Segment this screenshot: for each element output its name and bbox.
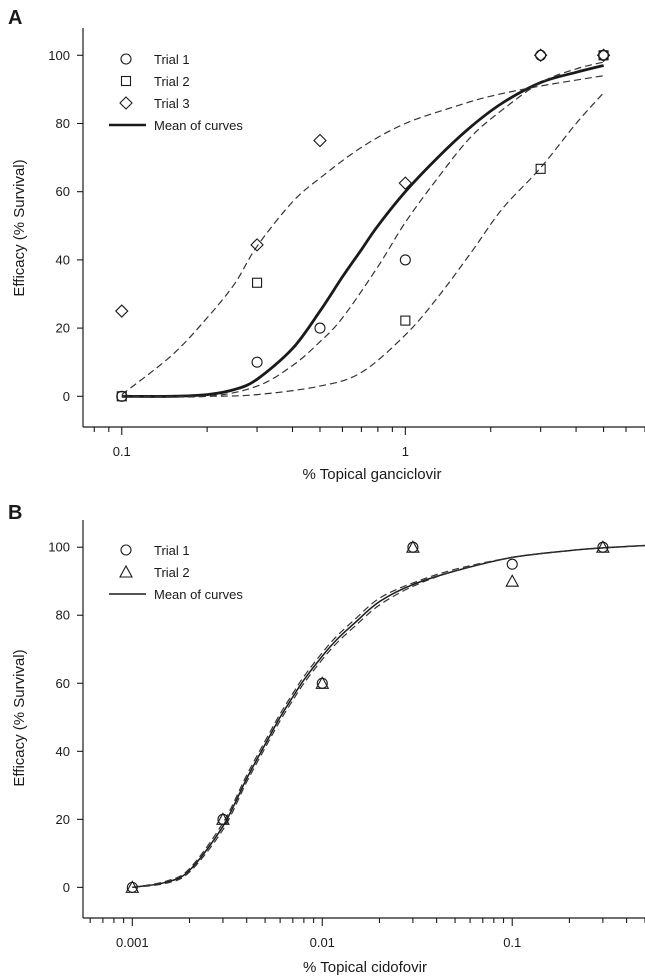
panel-b-trial-2-point xyxy=(595,540,610,553)
panel-a-y-tick-label: 20 xyxy=(56,321,70,336)
panel-a-y-tick-label: 0 xyxy=(63,389,70,404)
panel-a-x-ticks: 0.1 1 xyxy=(93,427,645,459)
panel-b-trial-2-point xyxy=(216,812,230,825)
panel-a-trial-3-point xyxy=(596,48,611,63)
panel-b-y-tick-label: 40 xyxy=(56,744,70,759)
panel-a-trial-1-point xyxy=(314,322,326,334)
panel-a-letter: A xyxy=(8,7,22,29)
panel-b-letter: B xyxy=(8,502,22,524)
legend-a-mean: Mean of curves xyxy=(109,118,243,133)
legend-b-trial-1-label: Trial 1 xyxy=(154,543,190,558)
panel-b-x-tick-label: 0.1 xyxy=(503,935,521,950)
panel-b-x-tick-label: 0.01 xyxy=(310,935,335,950)
panel-b-curves xyxy=(132,544,645,889)
legend-a-mean-label: Mean of curves xyxy=(154,118,243,133)
panel-a-axes xyxy=(82,28,645,428)
panel-a-trial-2-point xyxy=(400,315,411,326)
panel-b-markers xyxy=(125,540,610,893)
panel-a-trial-2-point xyxy=(535,163,546,174)
panel-b-y-ticks: 0 20 40 60 80 100 xyxy=(48,540,83,895)
panel-b-x-ticks: 0.001 0.01 0.1 xyxy=(89,918,645,950)
panel-b-x-axis-title: % Topical cidofovir xyxy=(303,959,427,976)
panel-a-y-tick-label: 80 xyxy=(56,116,70,131)
panel-a-trial-2-point xyxy=(252,277,263,288)
panel-b-trial-fit-curve xyxy=(132,544,645,888)
panel-a-trial-2-point xyxy=(598,50,609,61)
panel-b-y-tick-label: 20 xyxy=(56,812,70,827)
legend-a-trial-1-marker xyxy=(120,53,132,65)
legend-a-trial-3: Trial 3 xyxy=(119,96,190,111)
panel-a-x-tick-label: 0.1 xyxy=(113,444,131,459)
panel-b-legend: Trial 1 Trial 2 Mean of curves xyxy=(109,543,243,602)
legend-b-trial-2-marker xyxy=(119,564,133,578)
panel-b-axes xyxy=(82,520,645,919)
panel-b-y-tick-label: 0 xyxy=(63,880,70,895)
legend-a-trial-2-marker xyxy=(120,75,132,87)
panel-b-y-axis-title: Efficacy (% Survival) xyxy=(11,649,28,786)
panel-a-legend: Trial 1 Trial 2 Trial 3 Mean of curves xyxy=(109,52,243,133)
panel-a-x-tick-label: 1 xyxy=(402,444,409,459)
legend-a-trial-2-label: Trial 2 xyxy=(154,74,190,89)
panel-b-trial-2-point xyxy=(125,880,140,893)
panel-b-y-tick-label: 60 xyxy=(56,676,70,691)
legend-b-mean: Mean of curves xyxy=(109,587,243,602)
panel-a-trial-3-point xyxy=(533,48,548,63)
panel-a-y-axis-title: Efficacy (% Survival) xyxy=(11,159,28,296)
legend-b-trial-1: Trial 1 xyxy=(120,543,190,558)
panel-a-trial-1-point xyxy=(535,49,547,61)
panel-a-trial-3-point xyxy=(114,304,129,318)
panel-a-trial-1-point xyxy=(598,49,610,61)
panel-a-y-tick-label: 40 xyxy=(56,252,70,267)
panel-b-trial-1-point xyxy=(506,558,518,570)
panel-a-trial-2-point xyxy=(116,391,127,402)
panel-a-y-tick-label: 60 xyxy=(56,184,70,199)
panel-b-trial-2-point xyxy=(405,540,420,553)
panel-a-markers xyxy=(114,48,611,402)
legend-a-trial-3-label: Trial 3 xyxy=(154,96,190,111)
panel-b: B 0 20 40 60 80 100 0.001 0.01 0.1 % Topical ci… xyxy=(8,502,645,976)
panel-a-trial-fit-curve xyxy=(121,61,604,398)
panel-a-trial-3-point xyxy=(398,176,413,190)
legend-b-trial-2: Trial 2 xyxy=(119,564,190,580)
panel-b-trial-2-point xyxy=(505,574,520,587)
legend-a-trial-1: Trial 1 xyxy=(120,52,190,67)
panel-a-trial-fit-curve xyxy=(121,75,604,396)
legend-a-trial-1-label: Trial 1 xyxy=(154,52,190,67)
panel-a-trial-1-point xyxy=(251,356,263,368)
panel-b-y-tick-label: 80 xyxy=(56,608,70,623)
panel-a-x-axis-title: % Topical ganciclovir xyxy=(303,466,442,483)
panel-b-trial-2-point xyxy=(315,676,330,689)
panel-a-trial-3-point xyxy=(250,238,264,252)
legend-a-trial-3-marker xyxy=(119,96,133,110)
panel-a-y-ticks: 0 20 40 60 80 100 xyxy=(48,48,83,404)
legend-b-trial-2-label: Trial 2 xyxy=(154,565,190,580)
legend-b-mean-label: Mean of curves xyxy=(154,587,243,602)
panel-a-trial-3-point xyxy=(313,133,327,148)
panel-b-x-tick-label: 0.001 xyxy=(116,935,149,950)
panel-a-trial-1-point xyxy=(399,254,411,266)
panel-a-y-tick-label: 100 xyxy=(48,48,70,63)
panel-a-mean-curve xyxy=(121,64,604,398)
panel-b-y-tick-label: 100 xyxy=(48,540,70,555)
legend-b-trial-1-marker xyxy=(120,544,132,556)
legend-a-trial-2: Trial 2 xyxy=(120,74,190,89)
panel-a-trial-fit-curve xyxy=(121,92,605,398)
panel-a-curves xyxy=(121,61,605,398)
